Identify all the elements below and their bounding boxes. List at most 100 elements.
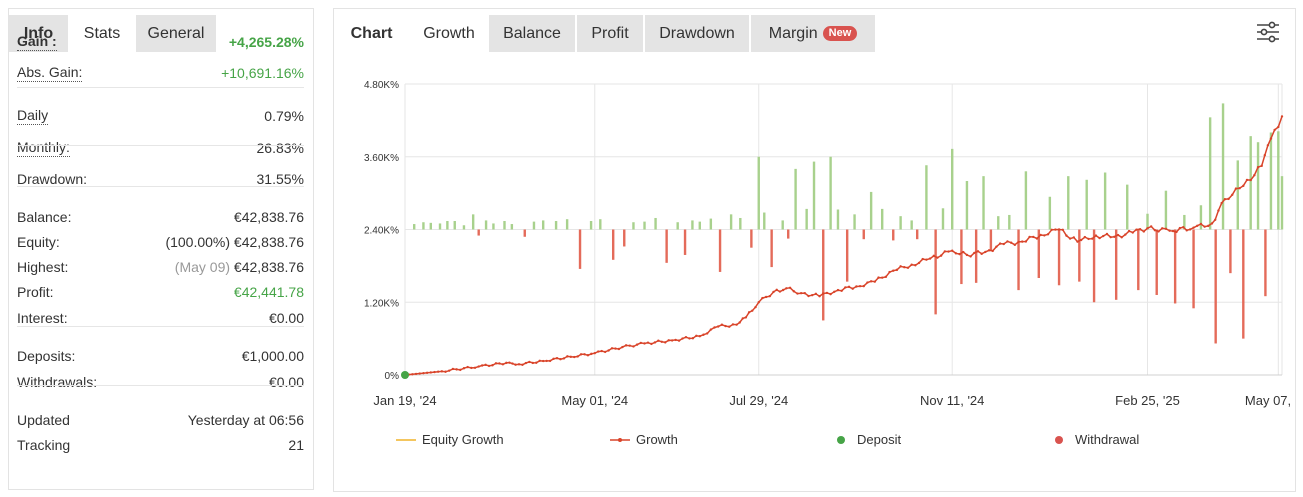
growth-point [1192, 226, 1195, 229]
growth-chart: 0% 1.20K% 2.40K% 3.60K% 4.80K% Jan 19, '24 May… [364, 80, 1295, 447]
stat-label[interactable]: Monthly: [17, 139, 70, 157]
stat-label[interactable]: Gain : [17, 33, 57, 51]
stat-label[interactable]: Abs. Gain: [17, 64, 83, 82]
daily-bar-positive [589, 221, 593, 230]
daily-bar-positive [880, 208, 884, 230]
growth-point [524, 361, 528, 365]
growth-point [411, 373, 414, 376]
growth-point [1091, 237, 1094, 240]
stat-value: 26.83% [256, 140, 304, 156]
daily-bar-negative [960, 229, 963, 285]
daily-bar-positive [794, 168, 797, 230]
daily-bar-positive [541, 220, 545, 230]
tab-stats[interactable]: Stats [83, 25, 121, 42]
growth-point [741, 317, 744, 320]
growth-point [494, 362, 498, 365]
growth-point [899, 265, 902, 268]
daily-bar-positive [422, 222, 425, 230]
growth-point [987, 249, 991, 252]
growth-point [921, 257, 924, 261]
daily-bar-positive [1067, 176, 1070, 230]
growth-point [1083, 235, 1087, 239]
growth-point [1266, 144, 1270, 147]
tab-balance[interactable]: Balance [489, 15, 575, 52]
growth-point [973, 251, 976, 255]
stat-label[interactable]: Daily [17, 107, 49, 125]
growth-point [833, 290, 836, 293]
stat-row-interest: Interest: €0.00 [17, 307, 304, 329]
growth-point [962, 250, 965, 254]
growth-point [807, 294, 810, 298]
growth-point [840, 289, 843, 293]
growth-point [603, 350, 607, 354]
growth-point [562, 357, 566, 360]
growth-point [695, 334, 698, 338]
daily-bar-negative [611, 229, 615, 260]
growth-point [943, 250, 947, 253]
growth-point [1277, 125, 1280, 129]
growth-point [1196, 224, 1199, 227]
tab-profit[interactable]: Profit [577, 15, 643, 52]
tab-growth[interactable]: Growth [423, 25, 475, 42]
daily-bar-positive [429, 222, 432, 230]
daily-bar-negative [718, 229, 722, 272]
x-tick-label: Feb 25, '25 [1115, 393, 1180, 408]
growth-point [1113, 235, 1116, 238]
growth-point [1094, 234, 1098, 237]
tab-general[interactable]: General [136, 15, 216, 52]
growth-point [470, 366, 473, 370]
daily-bar-positive [1277, 131, 1280, 230]
growth-point [1168, 229, 1171, 232]
tab-margin-label: Margin [768, 25, 818, 42]
stat-label: Tracking [17, 437, 71, 453]
stat-label: Drawdown: [17, 171, 88, 187]
tab-margin[interactable]: Margin New [751, 15, 875, 52]
daily-bar-positive [805, 208, 808, 230]
growth-point [646, 341, 650, 344]
growth-point [757, 301, 760, 304]
daily-bar-positive [1146, 213, 1149, 230]
growth-point [829, 292, 832, 296]
growth-point [761, 296, 764, 300]
growth-point [1006, 240, 1009, 243]
growth-point [1054, 228, 1057, 231]
tab-chart[interactable]: Chart [350, 25, 393, 42]
daily-bar-positive [484, 220, 488, 230]
growth-point [866, 281, 869, 284]
tab-info[interactable]: Info [9, 15, 68, 52]
growth-point [628, 344, 631, 347]
growth-point [511, 362, 514, 365]
growth-point [1024, 240, 1028, 243]
growth-point [579, 353, 583, 356]
growth-point [1035, 237, 1039, 240]
growth-point [576, 355, 579, 358]
growth-point [754, 305, 757, 309]
growth-point [433, 370, 436, 374]
growth-point [895, 268, 899, 272]
growth-point [548, 359, 552, 363]
growth-point [593, 351, 596, 355]
growth-point [1057, 228, 1061, 231]
stat-row-daily: Daily 0.79% [17, 105, 304, 127]
daily-bar-positive [565, 219, 569, 230]
growth-point [969, 255, 972, 258]
growth-point [614, 347, 617, 350]
y-tick-label: 0% [385, 371, 400, 382]
growth-point [1238, 187, 1241, 190]
growth-point [429, 371, 432, 374]
growth-point [505, 361, 508, 365]
growth-point [517, 363, 521, 366]
growth-point [422, 371, 425, 375]
growth-point [1028, 235, 1031, 239]
tab-drawdown[interactable]: Drawdown [645, 15, 749, 52]
sliders-icon[interactable] [1255, 19, 1281, 45]
daily-bar-positive [413, 224, 416, 230]
daily-bar-negative [1214, 229, 1217, 344]
daily-bar-positive [965, 181, 969, 230]
growth-point [597, 350, 600, 353]
daily-bar-negative [1017, 229, 1020, 291]
growth-point [414, 372, 418, 376]
growth-point [1046, 233, 1050, 236]
growth-point [1260, 164, 1263, 168]
daily-bar-positive [438, 223, 442, 230]
